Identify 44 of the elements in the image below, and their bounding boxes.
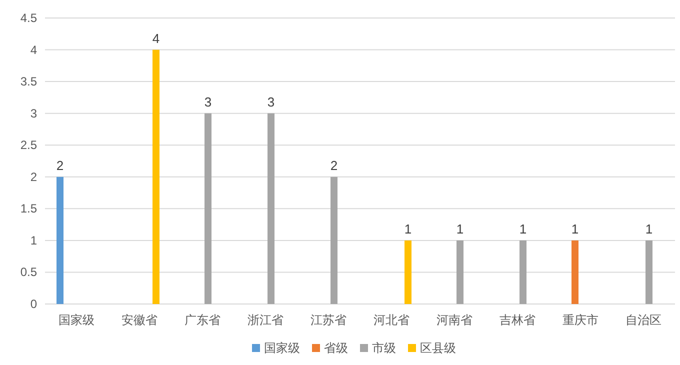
y-tick-label: 3 bbox=[30, 106, 38, 120]
x-tick-label: 自治区 bbox=[626, 313, 662, 327]
bar bbox=[268, 113, 274, 304]
x-tick-label: 江苏省 bbox=[310, 313, 346, 327]
legend-label: 市级 bbox=[372, 341, 396, 355]
data-label: 1 bbox=[645, 221, 653, 236]
bar bbox=[204, 113, 212, 304]
legend-label: 国家级 bbox=[264, 341, 300, 355]
bar bbox=[404, 240, 412, 304]
y-tick-label: 4.5 bbox=[20, 11, 38, 25]
x-tick-label: 安徽省 bbox=[122, 313, 158, 327]
x-tick-label: 浙江省 bbox=[248, 313, 284, 327]
data-label: 1 bbox=[456, 221, 464, 236]
data-label: 1 bbox=[571, 221, 579, 236]
y-tick-label: 0.5 bbox=[20, 265, 38, 280]
legend-label: 省级 bbox=[324, 341, 348, 355]
y-tick-label: 0 bbox=[30, 297, 38, 311]
x-tick-label: 河南省 bbox=[436, 313, 472, 327]
data-label: 3 bbox=[204, 94, 212, 110]
bar bbox=[456, 240, 464, 304]
legend-label: 区县级 bbox=[420, 341, 456, 355]
y-tick-label: 4 bbox=[30, 42, 38, 57]
x-tick-label: 吉林省 bbox=[500, 313, 536, 327]
x-tick-label: 河北省 bbox=[374, 313, 410, 327]
bar bbox=[56, 176, 64, 304]
data-label: 1 bbox=[519, 221, 527, 236]
y-tick-label: 2 bbox=[30, 170, 38, 184]
bar bbox=[152, 50, 160, 304]
y-tick-label: 2.5 bbox=[20, 138, 38, 152]
bar bbox=[572, 240, 578, 304]
data-label: 4 bbox=[152, 30, 160, 46]
data-label: 3 bbox=[267, 94, 275, 110]
bar bbox=[330, 176, 338, 304]
y-tick-label: 1 bbox=[30, 233, 38, 248]
data-label: 1 bbox=[404, 221, 412, 236]
x-tick-label: 重庆市 bbox=[562, 313, 598, 327]
y-tick-label: 1.5 bbox=[20, 202, 38, 216]
x-tick-label: 广东省 bbox=[184, 313, 220, 327]
bar bbox=[520, 240, 526, 304]
data-label: 2 bbox=[330, 158, 338, 173]
bar bbox=[646, 240, 652, 304]
y-tick-label: 3.5 bbox=[20, 74, 38, 89]
data-label: 2 bbox=[56, 158, 64, 173]
x-tick-label: 国家级 bbox=[58, 313, 94, 327]
